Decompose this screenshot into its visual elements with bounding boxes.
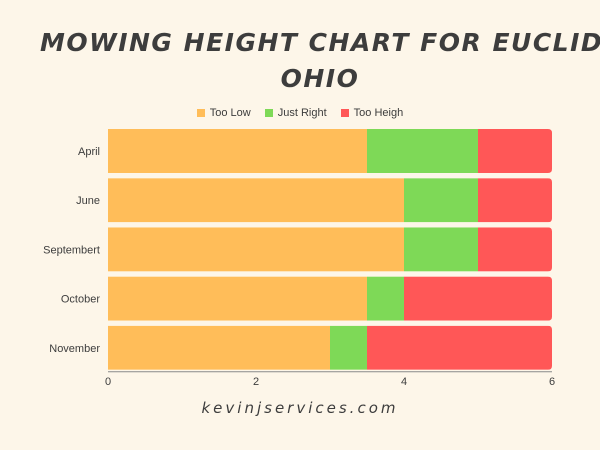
bar-row-june	[108, 178, 552, 223]
bar-row-septembert	[108, 227, 552, 272]
x-tick-label-6: 6	[549, 376, 555, 388]
legend-item-just-right: Just Right	[264, 107, 327, 119]
bar-segment-october-too-heigh	[404, 276, 552, 321]
legend-swatch-just-right	[264, 109, 273, 117]
bar-row-april	[108, 129, 552, 173]
legend-label-too-heigh: Too Heigh	[353, 107, 404, 119]
bar-segment-june-too-heigh	[478, 178, 552, 223]
chart-title-line-1: MOWING HEIGHT CHART FOR EUCLID	[40, 28, 600, 57]
bar-segment-april-too-heigh	[478, 129, 552, 173]
bar-segment-october-just-right	[367, 276, 404, 321]
category-label-october: October	[61, 294, 100, 306]
legend-item-too-heigh: Too Heigh	[340, 107, 404, 119]
chart-title-line-2: OHIO	[280, 64, 360, 93]
legend-label-too-low: Too Low	[209, 107, 251, 119]
x-tick-label-2: 2	[253, 376, 259, 388]
chart-legend: Too Low Just Right Too Heigh	[0, 107, 600, 119]
bar-row-october	[108, 276, 552, 321]
x-tick-label-0: 0	[105, 376, 111, 388]
category-label-june: June	[76, 195, 100, 207]
bar-segment-septembert-too-low	[108, 227, 404, 272]
bar-row-november	[108, 325, 552, 370]
legend-label-just-right: Just Right	[277, 107, 327, 119]
bar-segment-november-too-heigh	[367, 325, 552, 370]
bar-segment-april-too-low	[108, 129, 367, 173]
legend-swatch-too-heigh	[340, 109, 349, 117]
category-label-april: April	[78, 146, 100, 158]
bar-segment-septembert-too-heigh	[478, 227, 552, 272]
bar-segment-april-just-right	[367, 129, 478, 173]
bar-segment-june-just-right	[404, 178, 478, 223]
bar-segment-septembert-just-right	[404, 227, 478, 272]
category-label-septembert: Septembert	[43, 244, 100, 256]
category-label-november: November	[49, 343, 100, 355]
bar-segment-november-too-low	[108, 325, 330, 370]
bar-segment-june-too-low	[108, 178, 404, 223]
x-tick-label-4: 4	[401, 376, 407, 388]
legend-swatch-too-low	[196, 109, 205, 117]
legend-item-too-low: Too Low	[196, 107, 251, 119]
bar-segment-october-too-low	[108, 276, 367, 321]
footer-website: kevinjservices.com	[201, 399, 399, 417]
bar-segment-november-just-right	[330, 325, 367, 370]
